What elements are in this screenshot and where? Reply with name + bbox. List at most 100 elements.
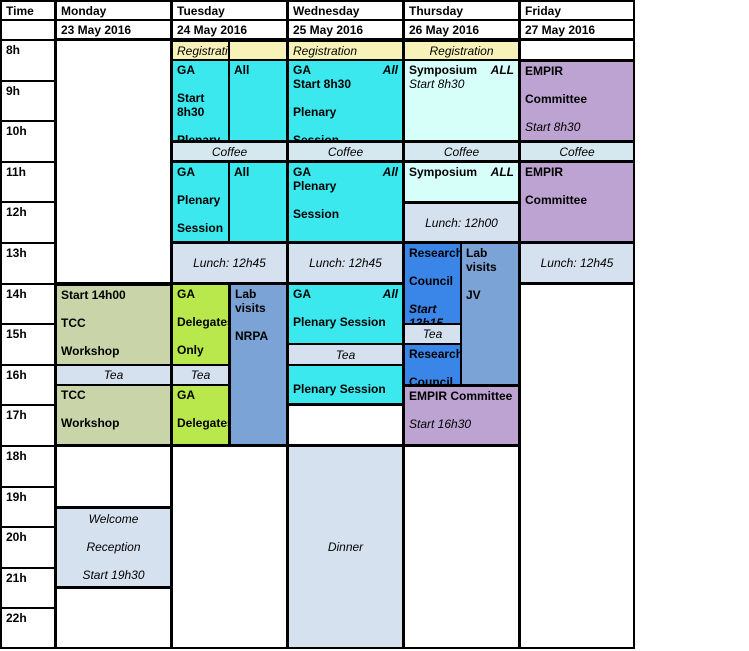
wed-ga1: GAAllStart 8h30PlenarySession [287, 60, 403, 141]
day-header-mon: Monday [55, 0, 171, 20]
thu-research2: ResearchCouncil [403, 344, 461, 385]
time-8h: 8h [6, 43, 50, 57]
day-name-mon: Monday [61, 4, 166, 18]
day-name-tue: Tuesday [177, 4, 282, 18]
fri-coffee: Coffee [519, 141, 635, 161]
time-18h: 18h [6, 449, 50, 463]
wed-reg: Registration [287, 40, 403, 60]
fri-empir2: EMPIRCommittee [519, 162, 635, 243]
tue-ga2-r: All [229, 162, 287, 243]
day-date-mon: 23 May 2016 [61, 23, 166, 37]
tue-ga2-l: GAPlenarySession [171, 162, 229, 243]
time-13h: 13h [6, 246, 50, 260]
time-cell-22h: 22h [0, 608, 55, 649]
thu-labvisits: Lab visitsJV [461, 243, 519, 385]
thu-tea: Tea [403, 324, 461, 344]
time-cell-14h: 14h [0, 284, 55, 325]
day-date-cell-thu: 26 May 2016 [403, 20, 519, 40]
time-10h: 10h [6, 124, 50, 138]
tue-evening [171, 446, 287, 649]
fri-empir1: EMPIRCommitteeStart 8h30 [519, 60, 635, 141]
time-cell-16h: 16h [0, 365, 55, 406]
day-date-tue: 24 May 2016 [177, 23, 282, 37]
day-date-cell-fri: 27 May 2016 [519, 20, 635, 40]
time-cell-8h: 8h [0, 40, 55, 81]
time-17h: 17h [6, 408, 50, 422]
wed-coffee: Coffee [287, 141, 403, 161]
time-12h: 12h [6, 205, 50, 219]
time-19h: 19h [6, 490, 50, 504]
time-sub [0, 20, 55, 40]
fri-afternoon [519, 284, 635, 649]
wed-ga2: GAAllPlenarySession [287, 162, 403, 243]
wed-tea: Tea [287, 344, 403, 364]
time-cell-10h: 10h [0, 121, 55, 162]
tue-labvisits: Lab visitsNRPA [229, 284, 287, 446]
wed-ga4: Plenary Session [287, 365, 403, 406]
time-cell-11h: 11h [0, 162, 55, 203]
day-date-thu: 26 May 2016 [409, 23, 514, 37]
thu-coffee: Coffee [403, 141, 519, 161]
tue-tea: Tea [171, 365, 229, 385]
thu-empir: EMPIR CommitteeStart 16h30 [403, 385, 519, 446]
day-header-tue: Tuesday [171, 0, 287, 20]
day-date-fri: 27 May 2016 [525, 23, 629, 37]
time-cell-20h: 20h [0, 527, 55, 568]
tue-del1: GADelegatesOnly [171, 284, 229, 365]
time-header-cell: Time [0, 0, 55, 20]
time-cell-19h: 19h [0, 487, 55, 528]
time-14h: 14h [6, 287, 50, 301]
time-cell-13h: 13h [0, 243, 55, 284]
thu-lunch: Lunch: 12h00 [403, 202, 519, 243]
fri-blank1 [519, 40, 635, 60]
day-date-cell-mon: 23 May 2016 [55, 20, 171, 40]
wed-ga3: GAAllPlenary Session [287, 284, 403, 345]
time-cell-18h: 18h [0, 446, 55, 487]
time-20h: 20h [6, 530, 50, 544]
day-header-thu: Thursday [403, 0, 519, 20]
day-name-wed: Wednesday [293, 4, 398, 18]
mon-reception: WelcomeReceptionStart 19h30 [55, 507, 171, 588]
time-15h: 15h [6, 327, 50, 341]
time-cell-12h: 12h [0, 202, 55, 243]
tue-ga1-l: GAStart 8h30PlenarySession [171, 60, 229, 141]
time-cell-9h: 9h [0, 81, 55, 122]
time-11h: 11h [6, 165, 50, 179]
day-date-wed: 25 May 2016 [293, 23, 398, 37]
tue-del2: GADelegatesOnly [171, 385, 229, 446]
day-name-fri: Friday [525, 4, 629, 18]
time-cell-21h: 21h [0, 568, 55, 609]
mon-morning-blank [55, 40, 171, 284]
tue-coffee: Coffee [171, 141, 287, 161]
thu-symp1: SymposiumALLStart 8h30 [403, 60, 519, 141]
mon-tcc1: Start 14h00TCCWorkshop [55, 284, 171, 365]
day-header-fri: Friday [519, 0, 635, 20]
tue-reg-r [229, 40, 287, 60]
time-cell-17h: 17h [0, 405, 55, 446]
time-21h: 21h [6, 571, 50, 585]
day-header-wed: Wednesday [287, 0, 403, 20]
time-9h: 9h [6, 84, 50, 98]
thu-evening [403, 446, 519, 649]
time-cell-15h: 15h [0, 324, 55, 365]
thu-reg: Registration [403, 40, 519, 60]
thu-research1: ResearchCouncilStart 13h15 [403, 243, 461, 324]
time-16h: 16h [6, 368, 50, 382]
mon-end [55, 588, 171, 649]
time-22h: 22h [6, 611, 50, 625]
tue-ga1-r: All [229, 60, 287, 141]
fri-lunch: Lunch: 12h45 [519, 243, 635, 284]
tue-lunch: Lunch: 12h45 [171, 243, 287, 284]
day-date-cell-tue: 24 May 2016 [171, 20, 287, 40]
day-date-cell-wed: 25 May 2016 [287, 20, 403, 40]
mon-tcc2: TCCWorkshop [55, 385, 171, 446]
wed-lunch: Lunch: 12h45 [287, 243, 403, 284]
day-name-thu: Thursday [409, 4, 514, 18]
time-header: Time [6, 4, 50, 18]
wed-dinner: Dinner [287, 446, 403, 649]
thu-symp2: SymposiumALL [403, 162, 519, 203]
mon-tea: Tea [55, 365, 171, 385]
wed-gap [287, 405, 403, 446]
schedule-grid: Time Monday 23 May 2016 Tuesday 24 May 2016 W… [0, 0, 749, 649]
tue-reg: Registration [171, 40, 229, 60]
